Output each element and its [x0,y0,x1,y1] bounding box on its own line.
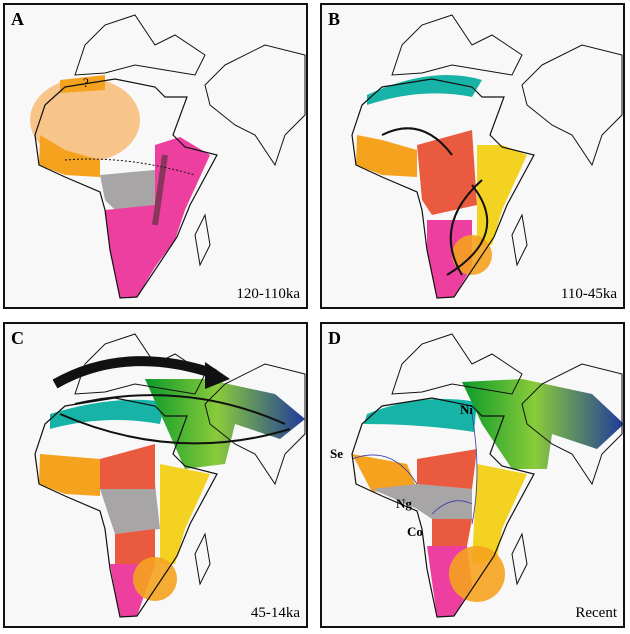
river-lines [351,413,478,525]
yellow-region [472,464,527,564]
teal-region [367,75,482,105]
label-ng: Ng [396,496,412,511]
yellow-region [160,464,210,564]
orange-region [39,454,100,496]
age-label: 120-110ka [236,286,300,302]
label-co: Co [407,524,423,539]
green-blue-region [145,379,305,469]
orange-region [352,454,417,492]
label-se: Se [330,446,343,461]
panel-letter: C [11,328,24,348]
map-b [351,14,623,299]
panel-letter: A [11,9,24,29]
green-blue-region [462,379,624,469]
red-region [100,444,155,564]
gray-region [372,484,472,519]
age-label: 45-14ka [250,605,300,621]
orange-region [356,135,417,177]
age-label: Recent [575,605,617,621]
map-c [34,333,306,618]
map-a [30,14,306,299]
yellow-region [477,145,527,245]
gray-region [100,484,160,534]
red-region [417,130,477,215]
panel-a: A ? 120-110ka [3,3,308,309]
pale-orange-region [30,78,140,162]
teal-region [364,398,477,432]
panel-d: D Se Ni Ng Co Recent [320,322,625,628]
gray-region [100,170,160,210]
question-mark: ? [83,75,89,90]
map-d [351,333,624,618]
label-ni: Ni [460,402,473,417]
panel-c: C 45-14ka [3,322,308,628]
panel-letter: D [328,328,341,348]
red-region [417,449,477,546]
orange-region [39,135,100,177]
panel-b: B 110-45ka [320,3,625,309]
age-label: 110-45ka [560,286,617,302]
panel-letter: B [328,9,341,29]
